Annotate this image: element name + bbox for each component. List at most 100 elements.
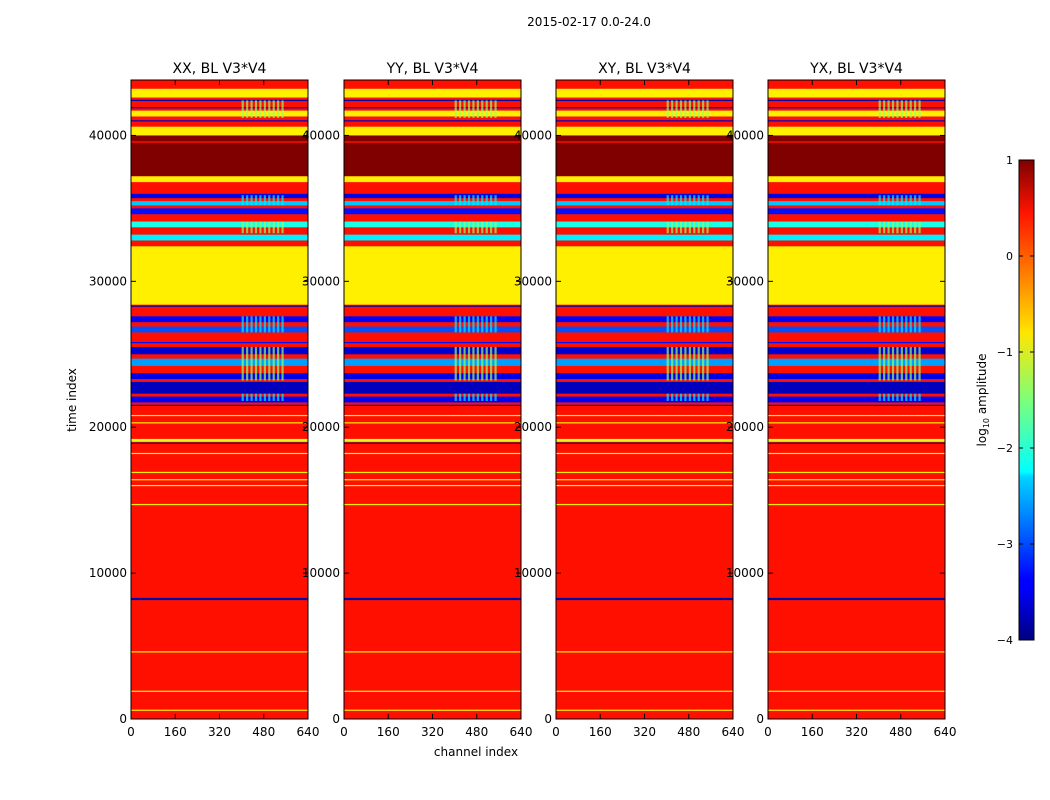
heatmap-line xyxy=(344,422,521,424)
y-axis-label: time index xyxy=(65,368,79,432)
y-tick-label: 0 xyxy=(119,712,127,726)
y-tick-label: 10000 xyxy=(514,566,552,580)
heatmap-texture xyxy=(454,221,457,234)
heatmap-texture xyxy=(883,346,886,381)
heatmap-band xyxy=(556,597,733,601)
colorbar-label: log10 amplitude xyxy=(975,354,991,447)
heatmap-texture xyxy=(900,393,903,401)
heatmap-texture xyxy=(259,195,262,206)
panel-title: YY, BL V3*V4 xyxy=(386,61,479,77)
heatmap-texture xyxy=(263,100,266,118)
heatmap-texture xyxy=(281,100,284,118)
heatmap-band xyxy=(344,201,521,206)
panel-2: YY, BL V3*V4 0 160 320 480 640 0 10000 20000 3000… xyxy=(302,61,533,739)
heatmap-texture xyxy=(454,316,457,333)
heatmap-texture xyxy=(688,316,691,333)
heatmap-line xyxy=(131,120,308,122)
heatmap-texture xyxy=(272,346,275,381)
heatmap-line xyxy=(556,107,733,109)
heatmap-texture xyxy=(891,195,895,206)
heatmap-band xyxy=(131,373,308,380)
heatmap-line xyxy=(556,404,733,406)
heatmap-texture xyxy=(268,221,271,234)
heatmap-texture xyxy=(878,195,881,206)
heatmap-texture xyxy=(909,346,912,381)
heatmap-texture xyxy=(246,316,249,333)
heatmap-band xyxy=(768,597,945,601)
heatmap-band xyxy=(131,176,308,183)
heatmap-texture xyxy=(281,316,284,333)
heatmap-band xyxy=(131,326,308,333)
heatmap-line xyxy=(768,99,945,102)
heatmap-texture xyxy=(246,195,249,206)
heatmap-band xyxy=(768,326,945,333)
heatmap-line xyxy=(344,484,521,487)
heatmap-band xyxy=(556,346,733,355)
heatmap-texture xyxy=(693,100,696,118)
x-tick-label: 640 xyxy=(297,725,320,739)
heatmap-line xyxy=(131,690,308,692)
heatmap-band xyxy=(768,221,945,228)
heatmap-texture xyxy=(481,346,484,381)
heatmap-band xyxy=(131,346,308,355)
heatmap-texture xyxy=(254,221,258,234)
heatmap-texture xyxy=(883,195,886,206)
y-tick-label: 30000 xyxy=(89,274,127,288)
x-tick-label: 0 xyxy=(764,725,772,739)
y-tick-label: 20000 xyxy=(302,420,340,434)
heatmap-texture xyxy=(472,100,475,118)
heatmap-band xyxy=(344,246,521,305)
heatmap-texture xyxy=(702,221,705,234)
heatmap-line xyxy=(556,690,733,692)
heatmap-texture xyxy=(476,346,479,381)
heatmap-line xyxy=(344,479,521,481)
heatmap-texture xyxy=(494,393,497,401)
heatmap-texture xyxy=(887,100,890,118)
x-tick-label: 640 xyxy=(722,725,745,739)
heatmap-band xyxy=(131,201,308,206)
heatmap-texture xyxy=(459,195,462,206)
heatmap-line xyxy=(344,471,521,474)
heatmap-texture xyxy=(454,100,457,118)
heatmap-texture xyxy=(918,100,921,118)
heatmap-texture xyxy=(883,221,886,234)
heatmap-band xyxy=(556,246,733,305)
heatmap-band xyxy=(344,110,521,117)
heatmap-texture xyxy=(463,346,466,381)
colorbar: 1 0 −1 −2 −3 −4 log10 amplitude xyxy=(975,154,1035,647)
heatmap-texture xyxy=(706,221,709,234)
heatmap-band xyxy=(344,193,521,199)
y-tick-label: 0 xyxy=(332,712,340,726)
heatmap-texture xyxy=(697,393,700,401)
x-tick-label: 320 xyxy=(421,725,444,739)
colorbar-tick-label: 1 xyxy=(1006,154,1013,167)
heatmap-texture xyxy=(675,346,678,381)
heatmap-texture xyxy=(263,393,266,401)
heatmap-line xyxy=(131,442,308,444)
heatmap-band xyxy=(556,110,733,117)
heatmap-texture xyxy=(250,393,253,401)
heatmap-texture xyxy=(684,393,687,401)
heatmap-texture xyxy=(671,195,674,206)
panel-title: XY, BL V3*V4 xyxy=(598,61,691,77)
heatmap-band xyxy=(768,346,945,355)
heatmap-texture xyxy=(887,393,890,401)
heatmap-texture xyxy=(281,393,284,401)
heatmap-texture xyxy=(481,195,484,206)
heatmap-texture xyxy=(241,316,244,333)
heatmap-texture xyxy=(454,195,457,206)
heatmap-texture xyxy=(679,195,683,206)
x-tick-label: 160 xyxy=(589,725,612,739)
heatmap-texture xyxy=(268,316,271,333)
heatmap-line xyxy=(768,709,945,711)
heatmap-line xyxy=(344,120,521,122)
heatmap-texture xyxy=(914,346,917,381)
heatmap-line xyxy=(556,709,733,711)
heatmap-texture xyxy=(467,316,471,333)
heatmap-texture xyxy=(467,100,471,118)
heatmap-line xyxy=(131,452,308,455)
heatmap-texture xyxy=(887,346,890,381)
x-tick-label: 160 xyxy=(164,725,187,739)
heatmap-texture xyxy=(693,221,696,234)
heatmap-texture xyxy=(272,195,275,206)
